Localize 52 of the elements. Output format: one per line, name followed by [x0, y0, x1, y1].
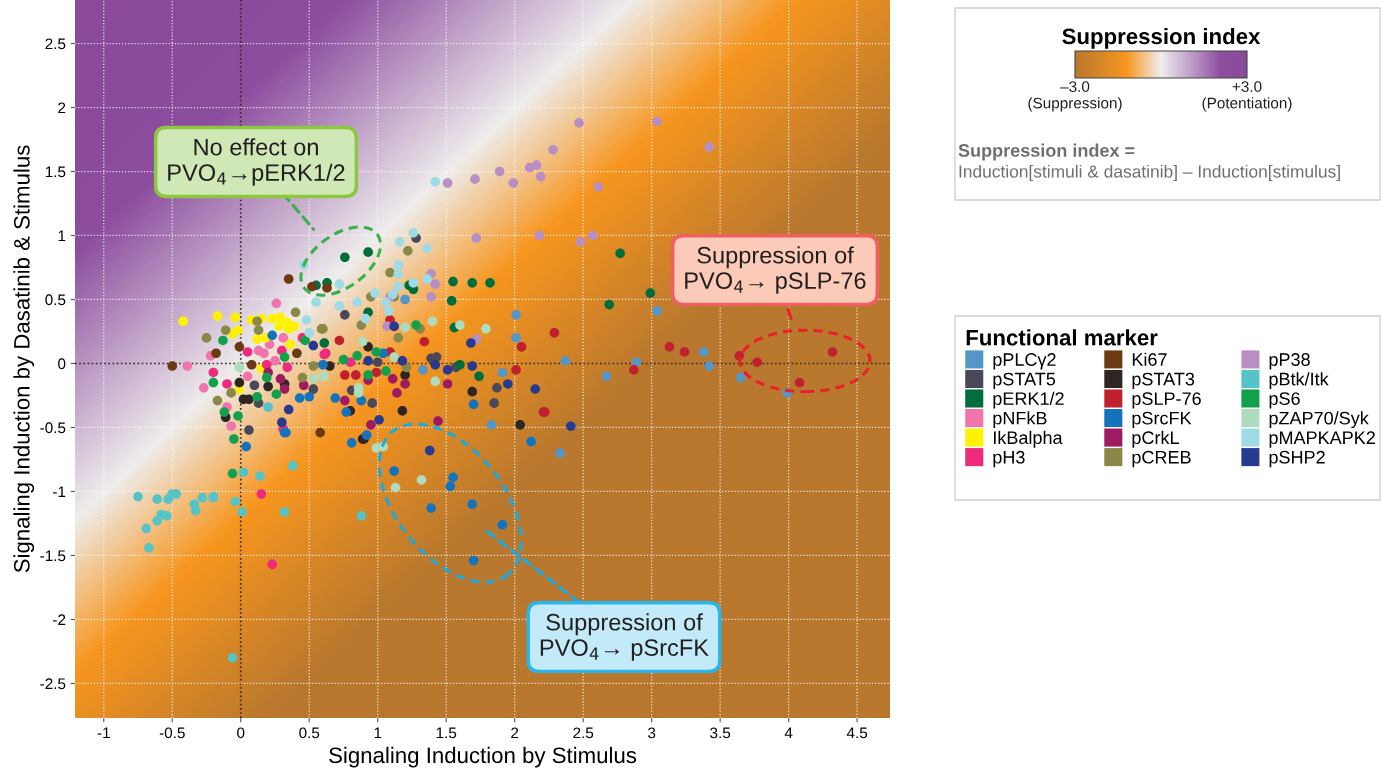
legend-label: pBtk/Itk: [1269, 372, 1329, 390]
legend-label: pS6: [1269, 392, 1300, 409]
legend-label: pSLP-76: [1132, 392, 1201, 409]
y-tick-label: -2.5: [40, 678, 66, 690]
x-tick-label: 0.5: [299, 727, 320, 739]
legend-label: pP38: [1269, 353, 1310, 370]
x-tick-label: 1.5: [436, 727, 457, 739]
legend-label: pSHP2: [1269, 450, 1325, 468]
legend-label: pPLCγ2: [993, 353, 1056, 370]
annotation: Suppression of PVO$_{4}$→ pSrcFK: [540, 613, 709, 661]
x-tick-label: 0: [237, 727, 245, 739]
legend-label: pH3: [993, 450, 1025, 468]
y-tick-label: 1: [58, 230, 66, 242]
x-tick-label: 3.5: [710, 727, 731, 739]
x-axis-title: Signaling Induction by Stimulus: [329, 746, 637, 768]
x-tick-label: 2.5: [573, 727, 594, 739]
legend-label: Ki67: [1132, 352, 1167, 366]
legend-label: pNFkB: [993, 411, 1047, 429]
y-tick-label: 2.5: [45, 38, 66, 50]
legend-label: pSrcFK: [1132, 411, 1192, 429]
legend-title: Functional marker: [966, 329, 1158, 346]
y-tick-label: -2: [53, 614, 66, 625]
color-bar-label: +3.0 (Potentiation): [1202, 81, 1292, 112]
y-tick-label: 0.5: [45, 294, 66, 306]
legend-label: pERK1/2: [993, 391, 1064, 409]
x-tick-label: 3: [648, 727, 656, 739]
text: Suppression index =: [958, 143, 1135, 161]
y-tick-label: 1.5: [45, 166, 66, 178]
legend-label: pZAP70/Syk: [1269, 411, 1369, 429]
x-tick-label: 1: [374, 727, 382, 739]
annotation: Suppression of PVO$_{4}$→ pSLP-76: [685, 246, 866, 294]
x-tick-label: 2: [511, 727, 519, 739]
legend-label: pCrkL: [1132, 430, 1179, 448]
color-bar-label: –3.0 (Suppression): [1028, 81, 1122, 112]
text: Induction[stimuli & dasatinib] – Induction[stimulus]: [959, 164, 1340, 182]
color-bar-title: Suppression index: [1062, 27, 1261, 49]
y-tick-label: -0.5: [40, 422, 66, 434]
legend-label: pMAPKAPK2: [1269, 431, 1375, 448]
annotation: No effect on PVO$_{4}$→pERK1/2: [168, 138, 345, 186]
y-axis-title: Signaling Induction by Dasatinib & Stimulus: [13, 145, 35, 573]
legend-label: pSTAT3: [1132, 372, 1195, 390]
y-tick-label: -1.5: [40, 550, 66, 562]
x-tick-label: 4: [784, 727, 793, 739]
x-tick-label: 4.5: [846, 727, 868, 739]
legend-label: pCREB: [1132, 450, 1191, 468]
x-tick-label: -0.5: [159, 727, 185, 739]
x-tick-label: -1: [97, 727, 110, 739]
legend-label: IkBalpha: [993, 430, 1063, 448]
y-tick-label: -1: [53, 486, 66, 497]
legend-label: pSTAT5: [993, 372, 1056, 390]
y-tick-label: 0: [58, 358, 66, 370]
y-tick-label: 2: [58, 102, 66, 114]
